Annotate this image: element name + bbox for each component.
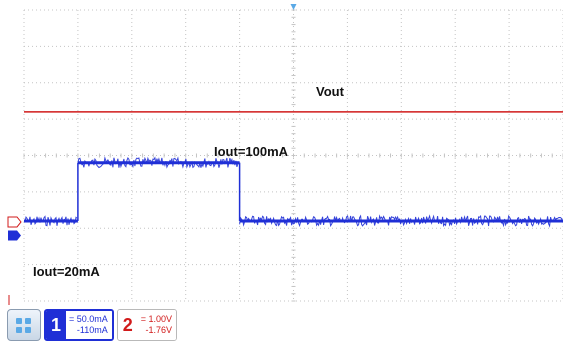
scope-grid-icon[interactable] bbox=[7, 309, 41, 341]
iout-low-label: Iout=20mA bbox=[33, 264, 100, 279]
markers bbox=[7, 4, 297, 305]
iout-high-label: Iout=100mA bbox=[214, 144, 289, 159]
ch2-ground-marker-icon bbox=[7, 216, 22, 228]
trigger-marker-icon bbox=[290, 4, 297, 10]
channel-1-setting[interactable]: 1 = 50.0mA -110mA bbox=[44, 309, 114, 341]
channel-2-setting[interactable]: 2 = 1.00V -1.76V bbox=[116, 309, 178, 341]
traces bbox=[23, 111, 563, 228]
channel-1-scale: = 50.0mA bbox=[69, 314, 108, 324]
vout-label: Vout bbox=[316, 84, 345, 99]
channel-2-scale: = 1.00V bbox=[140, 314, 173, 324]
ch1-ground-marker-icon bbox=[8, 230, 21, 241]
channel-1-offset: -110mA bbox=[76, 325, 108, 335]
graticule bbox=[23, 9, 563, 302]
channel-2-offset: -1.76V bbox=[145, 325, 173, 335]
channel-2-number: 2 bbox=[117, 310, 138, 340]
channel-1-number: 1 bbox=[46, 311, 66, 339]
channel-status-bar: 1 = 50.0mA -110mA 2 = 1.00V -1.76V bbox=[7, 309, 178, 343]
